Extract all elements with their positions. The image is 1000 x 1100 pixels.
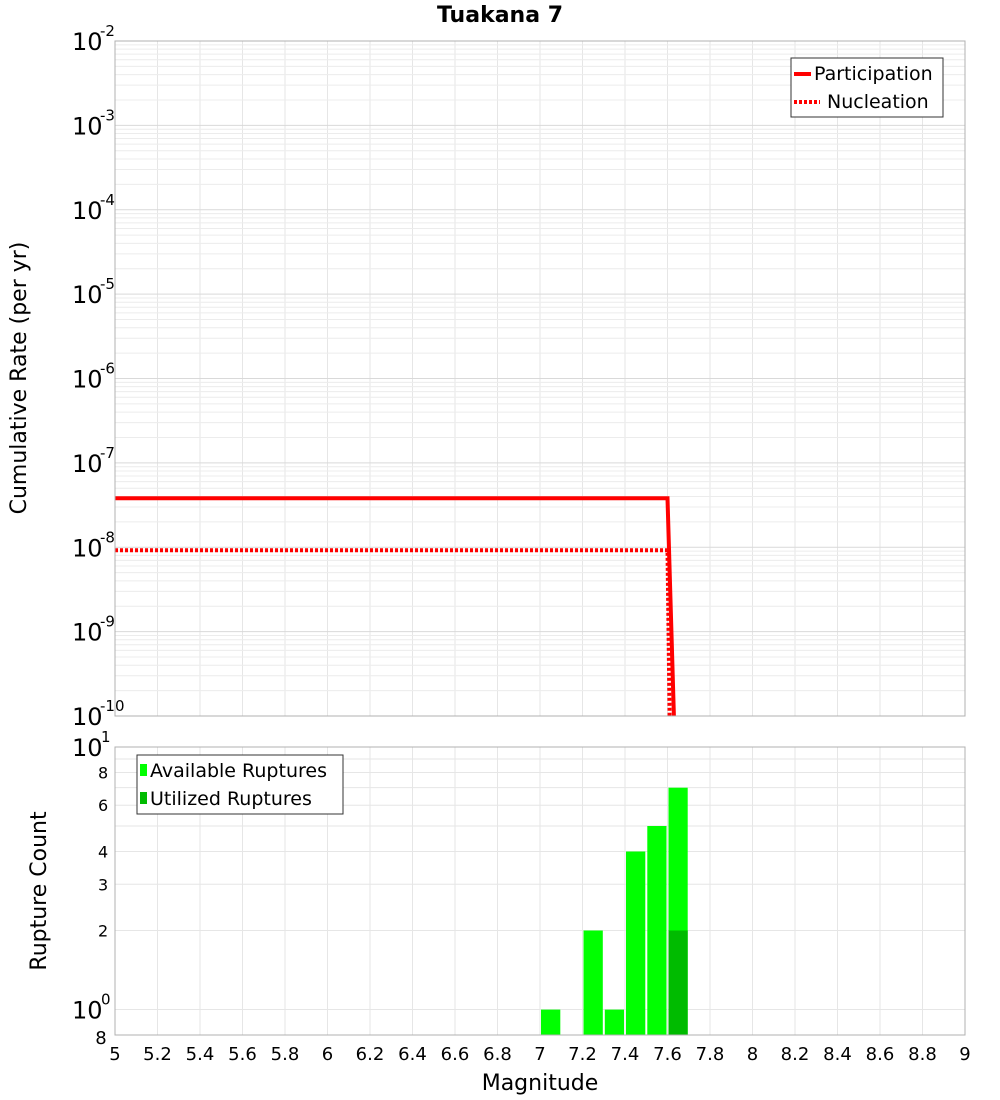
rate-y-tick: 10-5 [72,275,115,309]
rate-y-tick-base: 10 [72,281,103,309]
legend-available-label: Available Ruptures [150,760,327,782]
count-y-tick: 8 [98,763,108,782]
rate-y-tick: 10-3 [72,106,115,140]
rate-y-tick: 10-10 [72,697,125,731]
count-y-tick: 3 [98,875,108,894]
rate-y-tick-base: 10 [72,450,103,478]
rate-y-tick-base: 10 [72,703,103,731]
count-y-tick-major: 101 [72,728,111,762]
rate-y-axis-label: Cumulative Rate (per yr) [7,242,32,515]
utilized-bar [668,930,688,1035]
series-line-participation [115,496,676,717]
rate-y-tick-exp: -7 [100,444,115,462]
count-y-axis-label: Rupture Count [27,811,52,971]
x-tick-label: 9 [959,1044,970,1065]
x-tick-label: 8.4 [823,1044,852,1065]
rate-y-tick: 10-7 [72,444,115,478]
x-axis-label: Magnitude [482,1071,599,1096]
rate-grid [115,41,965,717]
count-y-tick-exp: 1 [101,728,111,746]
legend-nucleation-label: Nucleation [827,91,929,113]
x-tick-label: 5.8 [271,1044,300,1065]
count-plot-border [114,746,966,1036]
rate-y-tick-exp: -5 [100,275,115,293]
available-bar [626,851,646,1035]
rate-y-tick-base: 10 [72,619,103,647]
rate-y-tick-exp: -2 [100,22,115,40]
rate-y-tick-base: 10 [72,28,103,56]
count-legend: Available Ruptures Utilized Ruptures [136,754,344,815]
rate-y-tick-exp: -10 [100,697,125,715]
series-line-nucleation [115,548,672,717]
legend-available-swatch [140,764,147,776]
x-tick-label: 7.8 [696,1044,725,1065]
x-tick-label: 6.8 [483,1044,512,1065]
x-tick-label: 6.2 [356,1044,385,1065]
x-tick-label: 7.4 [611,1044,640,1065]
rate-y-tick-exp: -6 [100,360,115,378]
x-tick-label: 5.6 [228,1044,257,1065]
x-tick-label: 6.6 [441,1044,470,1065]
available-bar [604,1009,624,1035]
rate-y-tick-exp: -9 [100,613,115,631]
rate-y-tick-base: 10 [72,197,103,225]
count-y-tick-exp: 0 [101,991,111,1009]
rate-series [115,496,676,717]
rate-plot-border [114,40,966,717]
legend-utilized-label: Utilized Ruptures [150,788,312,810]
available-bar [647,826,667,1035]
x-tick-label: 8.8 [908,1044,937,1065]
x-tick-label: 5 [109,1044,120,1065]
count-y-tick: 4 [98,842,108,861]
rate-y-tick: 10-6 [72,360,115,394]
rate-y-tick-base: 10 [72,366,103,394]
count-y-tick-major: 100 [72,991,111,1025]
count-y-tick: 2 [98,922,108,941]
rate-y-tick: 10-9 [72,613,115,647]
x-tick-label: 6.4 [398,1044,427,1065]
rate-y-ticks: 10-210-310-410-510-610-710-810-910-10 [72,22,125,731]
rate-y-tick: 10-8 [72,528,115,562]
count-y-tick-bottom: 8 [95,1028,106,1049]
x-tick-label: 7 [534,1044,545,1065]
x-tick-label: 7.6 [653,1044,682,1065]
rate-y-tick-base: 10 [72,534,103,562]
count-y-tick: 6 [98,796,108,815]
rate-legend: Participation Nucleation [790,57,944,118]
rate-y-tick: 10-2 [72,22,115,56]
x-tick-label: 8 [747,1044,758,1065]
x-tick-label: 5.4 [186,1044,215,1065]
legend-participation-label: Participation [814,63,933,85]
chart-title: Tuakana 7 [437,3,563,28]
count-legend-box [136,754,344,815]
x-tick-label: 5.2 [143,1044,172,1065]
rate-y-tick: 10-4 [72,191,115,225]
rate-panel: 10-210-310-410-510-610-710-810-910-10 Tu… [7,3,966,731]
rate-y-tick-exp: -4 [100,191,115,209]
count-y-tick-base: 10 [72,734,103,762]
rate-y-tick-exp: -3 [100,106,115,124]
rate-y-tick-exp: -8 [100,528,115,546]
available-bar [583,930,603,1035]
count-y-tick-base: 10 [72,997,103,1025]
x-tick-label: 8.6 [866,1044,895,1065]
rate-y-tick-base: 10 [72,112,103,140]
x-tick-label: 6 [322,1044,333,1065]
magnitude-x-ticks: 5 5.2 5.4 5.6 5.8 6 6.2 6.4 6.6 6.8 7 7.2 7.4 7.6 7.8 8… [109,1044,970,1065]
available-bar [541,1009,561,1035]
count-bars [541,787,688,1035]
x-tick-label: 8.2 [781,1044,810,1065]
rate-legend-box [790,57,944,118]
legend-utilized-swatch [140,792,147,804]
x-tick-label: 7.2 [568,1044,597,1065]
